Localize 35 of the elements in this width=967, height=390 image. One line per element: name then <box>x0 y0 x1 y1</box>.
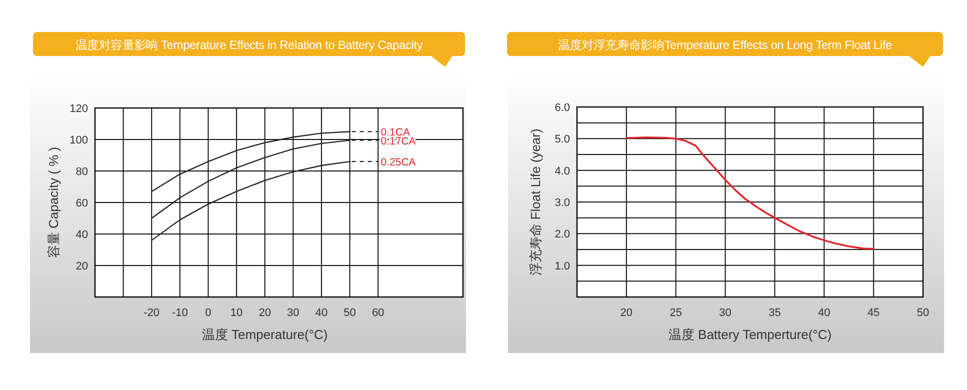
y-tick-label: 2.0 <box>554 228 570 241</box>
y-axis-title: 容量 Capacity ( % ) <box>46 146 61 258</box>
y-tick-label: 4.0 <box>554 165 570 178</box>
x-tick-label: 10 <box>230 307 243 319</box>
x-tick-label: 40 <box>315 307 328 319</box>
x-axis-title: 温度 Temperature(°C) <box>202 327 328 342</box>
x-tick-label: 35 <box>768 307 781 319</box>
x-tick-label: 20 <box>258 307 271 319</box>
y-tick-label: 6.0 <box>554 102 570 114</box>
x-tick-label: -20 <box>144 307 160 319</box>
x-tick-label: 30 <box>287 307 300 319</box>
y-tick-label: 80 <box>76 166 88 178</box>
x-tick-label: 40 <box>818 307 830 319</box>
x-tick-label: 45 <box>867 307 880 319</box>
x-tick-label: 25 <box>670 307 682 319</box>
y-tick-label: 40 <box>76 229 88 241</box>
chart-title: 温度对容量影响 Temperature Effects in Relation to Battery Capacity <box>75 38 423 52</box>
y-tick-label: 100 <box>70 134 88 146</box>
y-tick-label: 60 <box>76 198 88 210</box>
y-axis-title: 浮充寿命 Float Life (year) <box>528 128 543 276</box>
y-tick-label: 1.0 <box>554 260 570 272</box>
x-tick-label: 20 <box>620 307 633 319</box>
y-tick-label: 120 <box>70 103 88 115</box>
chart-title: 温度对浮充寿命影响Temperature Effects on Long Term Float Life <box>558 38 892 52</box>
y-tick-label: 20 <box>76 260 88 272</box>
x-tick-label: -10 <box>172 307 188 319</box>
x-tick-label: 60 <box>372 307 384 319</box>
y-tick-label: 5.0 <box>554 134 570 146</box>
x-axis-title: 温度 Battery Temperture(°C) <box>668 327 832 342</box>
text: 0.25CA <box>380 156 416 169</box>
x-tick-label: 0 <box>205 307 212 319</box>
x-tick-label: 30 <box>719 307 732 319</box>
x-tick-label: 50 <box>344 307 356 319</box>
x-tick-label: 50 <box>916 307 930 319</box>
y-tick-label: 3.0 <box>554 197 570 209</box>
